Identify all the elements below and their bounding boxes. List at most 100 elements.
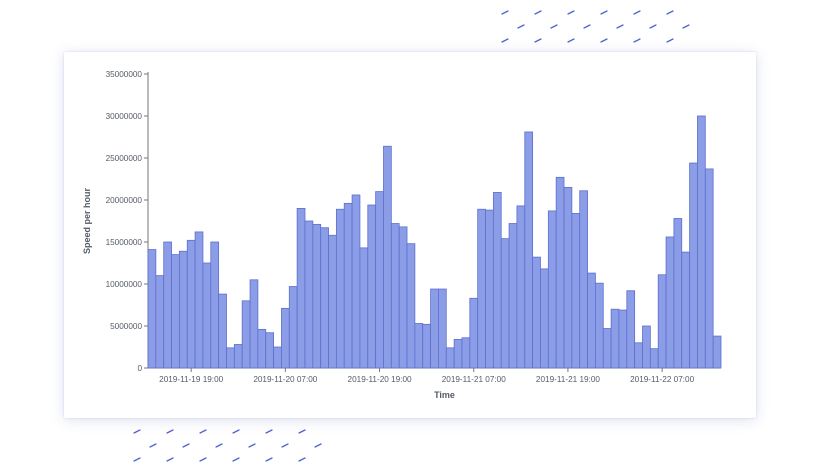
y-tick-label: 10000000 — [106, 280, 143, 289]
x-tick-label: 2019-11-22 07:00 — [630, 375, 694, 384]
bar — [351, 194, 361, 369]
bar — [375, 191, 384, 369]
decor-dash — [248, 443, 256, 448]
bar — [524, 131, 534, 369]
bar — [485, 209, 494, 369]
bar — [265, 332, 274, 369]
decor-dash — [232, 457, 240, 462]
decor-dash — [133, 429, 141, 434]
decor-dash — [133, 457, 141, 462]
bar — [257, 328, 267, 369]
bar — [241, 300, 251, 369]
decor-dash — [534, 38, 542, 43]
decor-dash — [501, 10, 509, 15]
decor-dash — [199, 457, 207, 462]
decor-dash — [567, 10, 575, 15]
bar — [296, 207, 306, 369]
bar — [657, 274, 667, 369]
bar — [202, 262, 212, 369]
bar — [186, 239, 196, 369]
bar — [453, 339, 463, 369]
bar — [171, 254, 180, 369]
decor-dash — [298, 429, 306, 434]
decor-dash — [534, 10, 542, 15]
decor-dash — [501, 38, 509, 43]
bar-series — [147, 115, 722, 369]
bar — [469, 297, 479, 369]
decor-dash — [298, 457, 306, 462]
bar — [288, 286, 298, 369]
bar — [563, 186, 573, 369]
bar — [587, 272, 596, 369]
decor-dash — [314, 443, 322, 448]
bar — [532, 256, 541, 369]
bar — [516, 205, 526, 369]
decor-dash — [600, 10, 608, 15]
decor-dash — [550, 24, 558, 29]
bar — [665, 236, 675, 369]
bar — [210, 241, 220, 369]
x-axis-title: Time — [434, 390, 455, 400]
y-tick-label: 15000000 — [106, 238, 143, 247]
bar — [406, 243, 416, 369]
bar — [618, 309, 628, 369]
y-tick-label: 30000000 — [106, 112, 143, 121]
bar — [626, 290, 636, 369]
decor-dash — [616, 24, 624, 29]
x-tick-label: 2019-11-19 19:00 — [159, 375, 223, 384]
bar — [155, 275, 165, 369]
decor-dash — [633, 10, 641, 15]
bar — [218, 293, 227, 369]
bar — [343, 202, 353, 369]
bar — [422, 323, 431, 369]
y-tick-label: 25000000 — [106, 154, 143, 163]
decor-dash — [232, 429, 240, 434]
bar — [147, 249, 157, 369]
bar — [477, 208, 486, 369]
bar — [328, 234, 337, 369]
bar — [508, 223, 518, 369]
bar — [492, 192, 502, 369]
decor-dash — [583, 24, 591, 29]
bar-chart: 0 5000000 10000000 15000000 20000000 25000000… — [82, 70, 722, 400]
decor-dash — [166, 457, 174, 462]
bar — [163, 241, 172, 369]
decor-dash — [649, 24, 657, 29]
decor-dash — [682, 24, 690, 29]
bar — [595, 282, 604, 369]
x-tick-label: 2019-11-20 07:00 — [253, 375, 317, 384]
bar — [461, 337, 471, 369]
bar — [602, 328, 612, 369]
bar — [390, 223, 400, 369]
decor-dash — [666, 10, 674, 15]
bar — [414, 323, 424, 369]
top-right-dash-pattern — [501, 10, 690, 43]
y-tick-label: 35000000 — [106, 70, 143, 79]
bar — [320, 227, 329, 369]
decor-dash — [265, 429, 273, 434]
bar — [304, 220, 314, 369]
y-tick-label: 5000000 — [110, 322, 142, 331]
bar — [178, 250, 188, 369]
bar — [281, 307, 290, 369]
decor-dash — [149, 443, 157, 448]
y-axis: 0 5000000 10000000 15000000 20000000 25000000… — [106, 70, 149, 373]
x-tick-label: 2019-11-21 19:00 — [536, 375, 600, 384]
bar — [273, 346, 282, 369]
chart-card: 0 5000000 10000000 15000000 20000000 25000000… — [64, 52, 756, 418]
decor-dash — [199, 429, 207, 434]
bar — [233, 344, 243, 369]
bar — [398, 226, 408, 369]
bar — [712, 335, 722, 369]
bar — [571, 213, 581, 369]
x-tick-label: 2019-11-21 07:00 — [442, 375, 506, 384]
decor-dash — [567, 38, 575, 43]
decor-dash — [265, 457, 273, 462]
y-tick-label: 0 — [137, 364, 142, 373]
decor-dash — [281, 443, 289, 448]
decor-dash — [666, 38, 674, 43]
bar — [704, 168, 714, 369]
y-tick-label: 20000000 — [106, 196, 143, 205]
bar — [649, 348, 659, 369]
bar — [579, 190, 588, 369]
